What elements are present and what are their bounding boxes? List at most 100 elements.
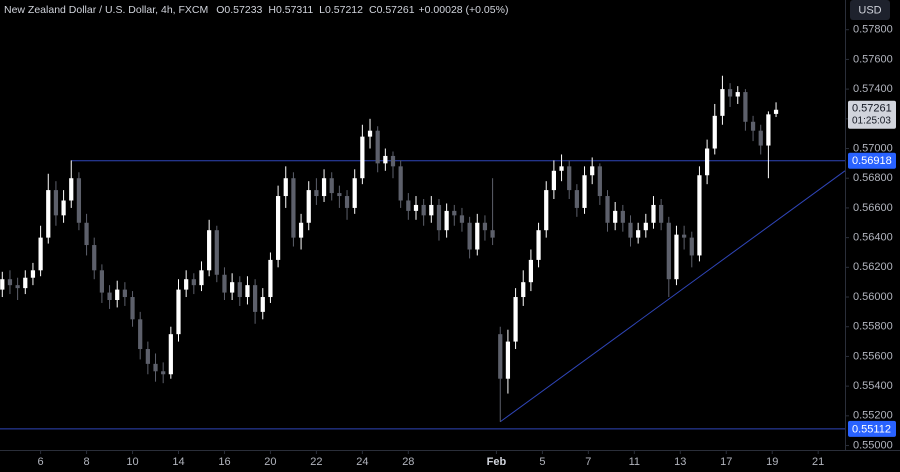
header: New Zealand Dollar / U.S. Dollar, 4h, FX… <box>4 4 508 16</box>
y-tick-label: 0.57400 <box>853 83 893 95</box>
candle-body <box>23 277 28 289</box>
candle-body <box>122 289 127 298</box>
ohlc-key: L <box>319 4 325 16</box>
y-tick-label: 0.57600 <box>853 53 893 65</box>
candle-body <box>482 222 488 231</box>
candle-body <box>643 222 648 231</box>
level-tag <box>848 152 896 169</box>
x-tick-label: 24 <box>356 456 368 468</box>
candle-body <box>590 166 595 176</box>
ohlc-key: O <box>216 4 224 16</box>
candle-body <box>15 285 20 289</box>
x-tick-label: 8 <box>84 456 90 468</box>
candle-body <box>567 166 572 191</box>
x-tick-label: 11 <box>629 456 640 468</box>
currency-button[interactable] <box>850 0 890 20</box>
y-tick-label: 0.55000 <box>853 439 893 451</box>
candle-body <box>536 230 541 260</box>
ohlc-value: 0.57311 <box>276 4 313 16</box>
candle-body <box>176 289 181 335</box>
candle-body <box>92 245 97 271</box>
candle-body <box>544 190 549 231</box>
candle-body <box>337 193 342 197</box>
candle-body <box>459 215 465 223</box>
x-tick-label: 5 <box>539 456 545 468</box>
y-tick-label: 0.56400 <box>853 232 893 244</box>
candle-body <box>69 178 74 201</box>
candle-body <box>161 371 166 375</box>
candle-body <box>620 210 625 223</box>
candle-body <box>38 237 43 271</box>
candle-body <box>207 230 212 271</box>
candle-body <box>398 166 403 201</box>
candle-body <box>697 175 702 256</box>
y-tick-label: 0.56600 <box>853 202 893 214</box>
x-tick-label: 28 <box>402 456 414 468</box>
candle-body <box>253 285 258 312</box>
candle-body <box>107 292 112 300</box>
candle-body <box>613 210 618 223</box>
candle-body <box>651 204 656 223</box>
candle-body <box>191 279 196 286</box>
candle-body <box>551 170 556 191</box>
candle-body <box>260 297 265 312</box>
candle-body <box>582 175 587 208</box>
candle-body <box>666 222 671 280</box>
x-tick-label: 6 <box>38 456 44 468</box>
candle-body <box>413 204 419 211</box>
candle-body <box>230 282 235 293</box>
candle-body <box>84 222 89 246</box>
price-tag-label: 0.57261 <box>852 103 892 115</box>
candle-body <box>145 349 150 364</box>
candle-body <box>321 178 327 197</box>
candle-body <box>390 155 396 167</box>
currency-label[interactable]: USD <box>858 4 881 16</box>
candle-body <box>597 166 602 197</box>
candle-body <box>727 89 733 97</box>
candle-body <box>628 222 633 238</box>
candle-body <box>53 190 59 216</box>
y-tick-label: 0.56800 <box>853 172 893 184</box>
level-tag <box>848 420 896 437</box>
countdown: 01:25:03 <box>852 115 891 126</box>
candle-body <box>375 130 380 164</box>
candle-body <box>743 92 748 122</box>
change: +0.00028 (+0.05%) <box>419 4 509 16</box>
candle-body <box>61 200 66 216</box>
candle-body <box>689 237 694 256</box>
x-tick-label: 19 <box>766 456 778 468</box>
candle-body <box>521 282 526 298</box>
y-tick-label: 0.56200 <box>853 261 893 273</box>
x-tick-label: 20 <box>264 456 276 468</box>
candle-body <box>444 210 449 231</box>
candle-body <box>674 234 679 280</box>
x-tick-label: 22 <box>310 456 322 468</box>
candle-body <box>712 115 717 149</box>
candle-body <box>237 282 242 298</box>
candle-body <box>214 230 219 275</box>
candle-body <box>383 155 388 164</box>
candle-body <box>605 196 610 223</box>
candle-body <box>490 230 495 238</box>
ohlc-value: 0.57261 <box>377 4 415 16</box>
x-tick-label: 14 <box>172 456 184 468</box>
candle-body <box>184 279 189 290</box>
trendline <box>499 170 846 423</box>
y-tick-label: 0.55800 <box>853 321 893 333</box>
candle-body <box>283 178 288 197</box>
candle-body <box>199 270 204 286</box>
candle-body <box>498 334 503 379</box>
candle-body <box>222 274 227 293</box>
ohlc-value: 0.57233 <box>224 4 262 16</box>
candle-body <box>475 222 480 250</box>
y-tick-label: 0.55200 <box>853 410 893 422</box>
candle-body <box>682 234 687 238</box>
candle-body <box>720 89 725 116</box>
candle-body <box>352 178 357 208</box>
y-tick-label: 0.56000 <box>853 291 893 303</box>
candle-body <box>467 222 472 250</box>
candle-body <box>275 196 281 260</box>
candle-body <box>245 285 250 298</box>
candle-body <box>528 259 534 283</box>
